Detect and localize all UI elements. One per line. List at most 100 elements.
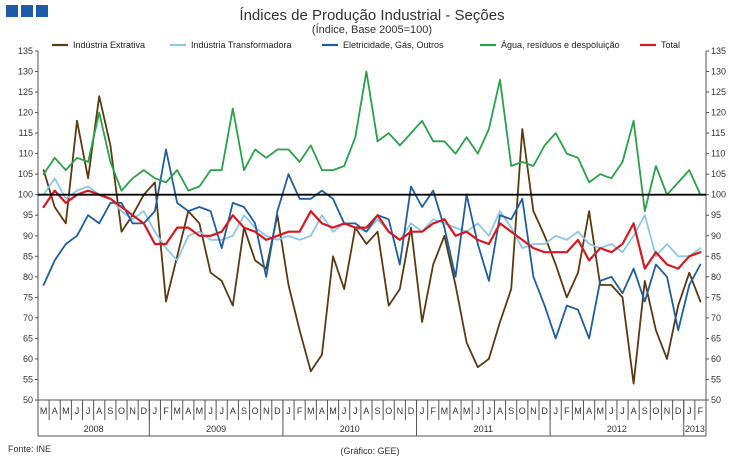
- month-label: M: [441, 406, 449, 416]
- y-tick-label-right: 110: [711, 149, 725, 159]
- month-label: S: [241, 406, 247, 416]
- month-label: M: [173, 406, 181, 416]
- month-label: D: [675, 406, 682, 416]
- y-tick-label-left: 95: [23, 210, 33, 220]
- month-label: J: [487, 406, 492, 416]
- year-label: 2013: [685, 424, 705, 434]
- legend-label: Total: [661, 40, 680, 50]
- y-tick-label-right: 135: [711, 46, 726, 56]
- year-label: 2008: [84, 424, 104, 434]
- month-label: O: [519, 406, 526, 416]
- month-label: J: [687, 406, 692, 416]
- month-label: N: [530, 406, 537, 416]
- month-label: M: [40, 406, 48, 416]
- y-tick-label-right: 115: [711, 128, 725, 138]
- series-line-eletricidade-gas-outros: [42, 148, 702, 340]
- year-label: 2010: [340, 424, 360, 434]
- plot-area: 50 50 55 55 60 60 65 65 70 70 75 75 80 80 85 85 90 90 95 95…: [18, 46, 726, 437]
- logo: [6, 5, 48, 17]
- year-label: 2009: [206, 424, 226, 434]
- month-label: J: [208, 406, 213, 416]
- month-label: J: [86, 406, 91, 416]
- month-label: M: [307, 406, 315, 416]
- chart-title: Índices de Produção Industrial - Seções: [239, 7, 504, 24]
- month-label: A: [319, 406, 325, 416]
- y-tick-label-left: 60: [23, 354, 33, 364]
- month-label: D: [541, 406, 548, 416]
- y-tick-label-left: 120: [18, 108, 33, 118]
- series-line-agua-residuos-e-despoluicao: [42, 70, 702, 213]
- month-label: O: [118, 406, 125, 416]
- y-tick-label-left: 130: [18, 67, 33, 77]
- y-tick-label-right: 85: [711, 251, 721, 261]
- month-label: A: [96, 406, 102, 416]
- month-label: J: [476, 406, 481, 416]
- y-tick-label-right: 50: [711, 395, 721, 405]
- month-label: M: [329, 406, 337, 416]
- month-label: A: [497, 406, 503, 416]
- month-label: S: [375, 406, 381, 416]
- month-label: D: [408, 406, 415, 416]
- month-label: O: [252, 406, 259, 416]
- y-tick-label-right: 80: [711, 272, 721, 282]
- month-label: A: [185, 406, 191, 416]
- month-label: J: [219, 406, 224, 416]
- month-label: N: [129, 406, 136, 416]
- month-label: N: [397, 406, 404, 416]
- y-tick-label-left: 55: [23, 374, 33, 384]
- month-label: J: [620, 406, 625, 416]
- y-tick-label-left: 50: [23, 395, 33, 405]
- month-label: F: [163, 406, 169, 416]
- month-label: N: [664, 406, 671, 416]
- month-label: F: [564, 406, 570, 416]
- y-tick-label-left: 80: [23, 272, 33, 282]
- logo-square-3: [36, 5, 48, 17]
- y-tick-label-left: 115: [19, 128, 33, 138]
- year-label: 2011: [474, 424, 493, 434]
- y-tick-label-right: 90: [711, 231, 721, 241]
- y-tick-label-right: 100: [711, 190, 726, 200]
- series-line-total: [42, 189, 702, 270]
- month-label: J: [75, 406, 80, 416]
- series-line-industria-transformadora: [42, 177, 702, 262]
- month-label: S: [508, 406, 514, 416]
- month-label: F: [430, 406, 436, 416]
- y-tick-label-left: 105: [18, 169, 33, 179]
- source-note: Fonte: INE: [8, 444, 51, 454]
- month-label: M: [596, 406, 604, 416]
- legend-label: Eletricidade, Gás, Outros: [343, 40, 444, 50]
- month-label: S: [642, 406, 648, 416]
- month-label: J: [609, 406, 614, 416]
- legend-label: Indústria Transformadora: [191, 40, 292, 50]
- month-label: D: [141, 406, 148, 416]
- month-label: A: [230, 406, 236, 416]
- logo-square-1: [6, 5, 18, 17]
- y-tick-label-right: 105: [711, 169, 726, 179]
- month-label: O: [652, 406, 659, 416]
- y-tick-label-right: 125: [711, 87, 726, 97]
- chart-credit: (Gráfico: GEE): [340, 446, 399, 456]
- y-tick-label-right: 120: [711, 108, 726, 118]
- month-label: J: [553, 406, 558, 416]
- month-label: J: [342, 406, 347, 416]
- month-label: O: [385, 406, 392, 416]
- y-tick-label-right: 65: [711, 333, 721, 343]
- y-tick-label-right: 75: [711, 292, 721, 302]
- y-tick-label-right: 70: [711, 313, 721, 323]
- month-label: A: [631, 406, 637, 416]
- y-tick-label-left: 125: [18, 87, 33, 97]
- month-label: J: [353, 406, 358, 416]
- y-tick-label-right: 95: [711, 210, 721, 220]
- month-label: A: [452, 406, 458, 416]
- series-line-industria-extrativa: [42, 95, 702, 385]
- y-tick-label-left: 110: [19, 149, 33, 159]
- y-tick-label-left: 85: [23, 251, 33, 261]
- month-label: M: [463, 406, 471, 416]
- legend-label: Água, resíduos e despoluição: [501, 40, 620, 50]
- legend: Indústria Extrativa Indústria Transformad…: [52, 40, 680, 50]
- month-label: A: [52, 406, 58, 416]
- month-label: J: [286, 406, 291, 416]
- y-tick-label-left: 135: [18, 46, 33, 56]
- month-label: J: [153, 406, 158, 416]
- month-label: N: [263, 406, 270, 416]
